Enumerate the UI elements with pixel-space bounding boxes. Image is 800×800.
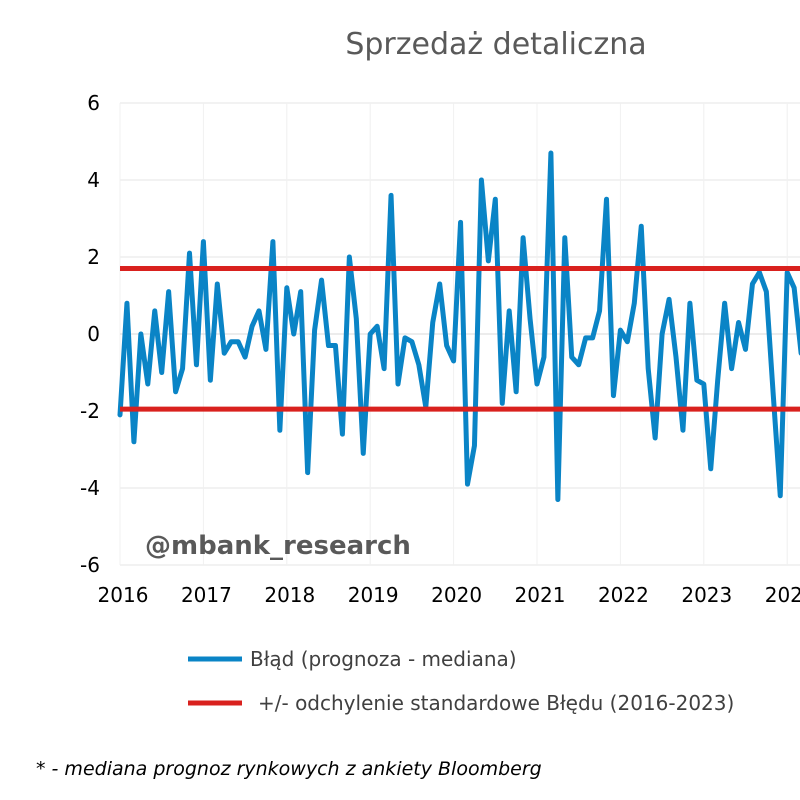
x-tick-label: 2022 [598, 583, 649, 607]
x-tick-label: 2019 [348, 583, 399, 607]
y-tick-label: -2 [80, 399, 100, 423]
y-tick-label: -4 [80, 476, 100, 500]
legend-label-stddev: +/- odchylenie standardowe Błędu (2016-2… [258, 691, 734, 715]
footnote: * - mediana prognoz rynkowych z ankiety … [36, 758, 542, 780]
legend: Błąd (prognoza - mediana) +/- odchylenie… [188, 647, 734, 715]
y-tick-label: 2 [87, 245, 100, 269]
error-series [117, 150, 800, 503]
x-tick-label: 2018 [264, 583, 315, 607]
legend-label-error: Błąd (prognoza - mediana) [250, 647, 517, 671]
x-tick-label: 2023 [681, 583, 732, 607]
error-series-line [117, 150, 800, 503]
watermark: @mbank_research [145, 531, 411, 561]
y-tick-label: 4 [87, 168, 100, 192]
x-tick-label: 2020 [431, 583, 482, 607]
chart-title: Sprzedaż detaliczna [345, 27, 646, 62]
x-tick-label: 2016 [98, 583, 149, 607]
std-dev-band [120, 266, 800, 412]
y-tick-label: 0 [87, 322, 100, 346]
y-tick-label: 6 [87, 91, 100, 115]
y-tick-label: -6 [80, 553, 100, 577]
x-tick-label: 2021 [515, 583, 566, 607]
x-tick-label: 2017 [181, 583, 232, 607]
y-axis-ticks: -6 -4 -2 0 2 4 6 [80, 91, 100, 577]
